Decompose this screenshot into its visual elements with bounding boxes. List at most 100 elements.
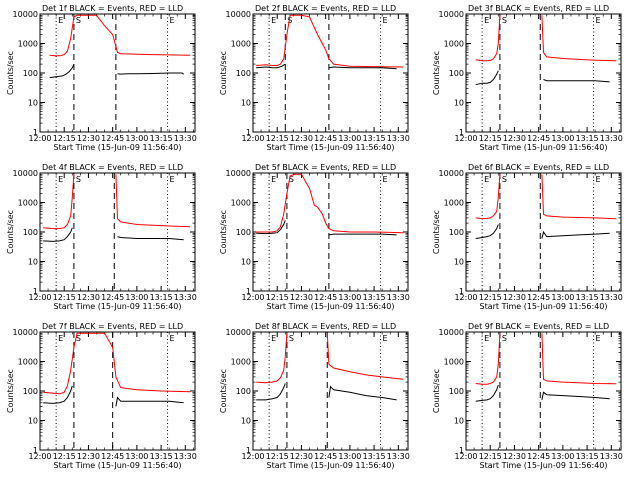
marker-label: E (383, 334, 388, 343)
x-tick-label: 12:45 (101, 134, 124, 143)
plot-frame (252, 13, 409, 133)
x-tick-label: 13:00 (125, 293, 148, 302)
x-tick-label: 13:15 (363, 134, 386, 143)
x-tick-label: 12:15 (53, 293, 76, 302)
x-tick-label: 12:30 (77, 134, 100, 143)
x-tick-label: 12:15 (266, 452, 289, 461)
marker-label: E (170, 16, 175, 25)
y-tick-label: 10 (28, 417, 38, 426)
y-axis-label: Counts/sec (219, 210, 228, 254)
series-line-1 (475, 333, 501, 385)
x-axis-label: Start Time (15-Jun-09 11:56:40) (267, 461, 395, 470)
panel-title: Det 1f BLACK = Events, RED = LLD (42, 4, 183, 13)
marker-label: E (58, 334, 63, 343)
series-line-3 (475, 384, 499, 402)
x-tick-label: 12:00 (454, 293, 477, 302)
x-tick-label: 12:30 (77, 452, 100, 461)
x-tick-label: 12:30 (290, 134, 313, 143)
x-tick-label: 13:00 (551, 452, 574, 461)
marker-label: E (383, 16, 388, 25)
series-line-4 (541, 391, 610, 401)
x-tick-label: 13:15 (363, 452, 386, 461)
x-axis-label: Start Time (15-Jun-09 11:56:40) (267, 143, 395, 152)
x-axis-label: Start Time (15-Jun-09 11:56:40) (267, 302, 395, 311)
x-tick-label: 12:00 (241, 134, 264, 143)
x-tick-label: 12:00 (454, 134, 477, 143)
panel-1: Det 1f BLACK = Events, RED = LLD 1 10 100 10… (6, 4, 197, 152)
y-axis-label: Counts/sec (219, 369, 228, 413)
y-tick-label: 100 (449, 387, 464, 396)
x-tick-label: 12:15 (266, 134, 289, 143)
y-tick-label: 10 (28, 258, 38, 267)
panel-title: Det 4f BLACK = Events, RED = LLD (42, 163, 183, 172)
x-tick-label: 13:15 (576, 134, 599, 143)
x-axis-label: Start Time (15-Jun-09 11:56:40) (54, 143, 182, 152)
panel-2: Det 2f BLACK = Events, RED = LLD 1 10 100 10… (219, 4, 410, 152)
x-tick-label: 12:30 (503, 452, 526, 461)
y-tick-label: 10000 (226, 10, 251, 19)
panel-title: Det 6f BLACK = Events, RED = LLD (468, 163, 609, 172)
panel-4: Det 4f BLACK = Events, RED = LLD 1 10 100 10… (6, 163, 197, 311)
panel-title: Det 9f BLACK = Events, RED = LLD (468, 322, 609, 331)
x-tick-label: 13:00 (125, 134, 148, 143)
y-tick-label: 1 (33, 287, 38, 296)
x-tick-label: 12:30 (503, 134, 526, 143)
y-tick-label: 10 (241, 417, 251, 426)
panel-title: Det 3f BLACK = Events, RED = LLD (468, 4, 609, 13)
series-line-4 (543, 79, 610, 83)
x-tick-label: 12:00 (454, 452, 477, 461)
panel-title: Det 8f BLACK = Events, RED = LLD (255, 322, 396, 331)
y-tick-label: 10000 (439, 169, 464, 178)
x-tick-label: 12:45 (527, 293, 550, 302)
y-axis-label: Counts/sec (432, 369, 441, 413)
y-tick-label: 1000 (444, 199, 464, 208)
y-tick-label: 10 (454, 417, 464, 426)
y-tick-label: 10 (454, 258, 464, 267)
panel-title: Det 2f BLACK = Events, RED = LLD (255, 4, 396, 13)
series-line-3 (328, 233, 397, 236)
x-axis-label: Start Time (15-Jun-09 11:56:40) (54, 461, 182, 470)
x-tick-label: 13:15 (576, 293, 599, 302)
plot-frame (252, 331, 409, 451)
x-tick-label: 12:45 (314, 452, 337, 461)
y-axis-label: Counts/sec (432, 210, 441, 254)
y-tick-label: 10000 (13, 328, 38, 337)
series-line-1 (43, 174, 75, 230)
series-line-4 (328, 385, 397, 401)
marker-label: E (170, 175, 175, 184)
y-tick-label: 1 (246, 446, 251, 455)
x-tick-label: 13:30 (600, 452, 623, 461)
panel-7: Det 7f BLACK = Events, RED = LLD 1 10 100 10… (6, 322, 197, 470)
y-tick-label: 1000 (18, 199, 38, 208)
plot-frame (39, 172, 196, 292)
x-tick-label: 13:00 (338, 134, 361, 143)
y-tick-label: 100 (23, 69, 38, 78)
y-tick-label: 10000 (226, 328, 251, 337)
x-tick-label: 13:30 (600, 134, 623, 143)
marker-label: E (484, 175, 489, 184)
x-axis-label: Start Time (15-Jun-09 11:56:40) (480, 461, 608, 470)
x-tick-label: 12:00 (28, 293, 51, 302)
y-tick-label: 1000 (444, 358, 464, 367)
x-tick-label: 12:00 (28, 134, 51, 143)
x-tick-label: 12:00 (241, 452, 264, 461)
marker-label: E (58, 16, 63, 25)
y-tick-label: 10000 (439, 328, 464, 337)
series-line-3 (475, 70, 499, 86)
y-tick-label: 1 (459, 287, 464, 296)
marker-label: E (596, 175, 601, 184)
x-tick-label: 13:30 (174, 293, 197, 302)
x-tick-label: 13:00 (338, 293, 361, 302)
series-line-2 (256, 63, 286, 69)
marker-label: E (271, 175, 276, 184)
y-tick-label: 1 (459, 128, 464, 137)
y-tick-label: 100 (449, 69, 464, 78)
x-tick-label: 13:30 (387, 134, 410, 143)
marker-label: E (271, 334, 276, 343)
y-tick-label: 1000 (231, 358, 251, 367)
x-tick-label: 12:45 (101, 452, 124, 461)
series-line-3 (117, 72, 185, 75)
y-tick-label: 1000 (444, 40, 464, 49)
series-line-3 (115, 396, 184, 407)
x-tick-label: 12:00 (241, 293, 264, 302)
